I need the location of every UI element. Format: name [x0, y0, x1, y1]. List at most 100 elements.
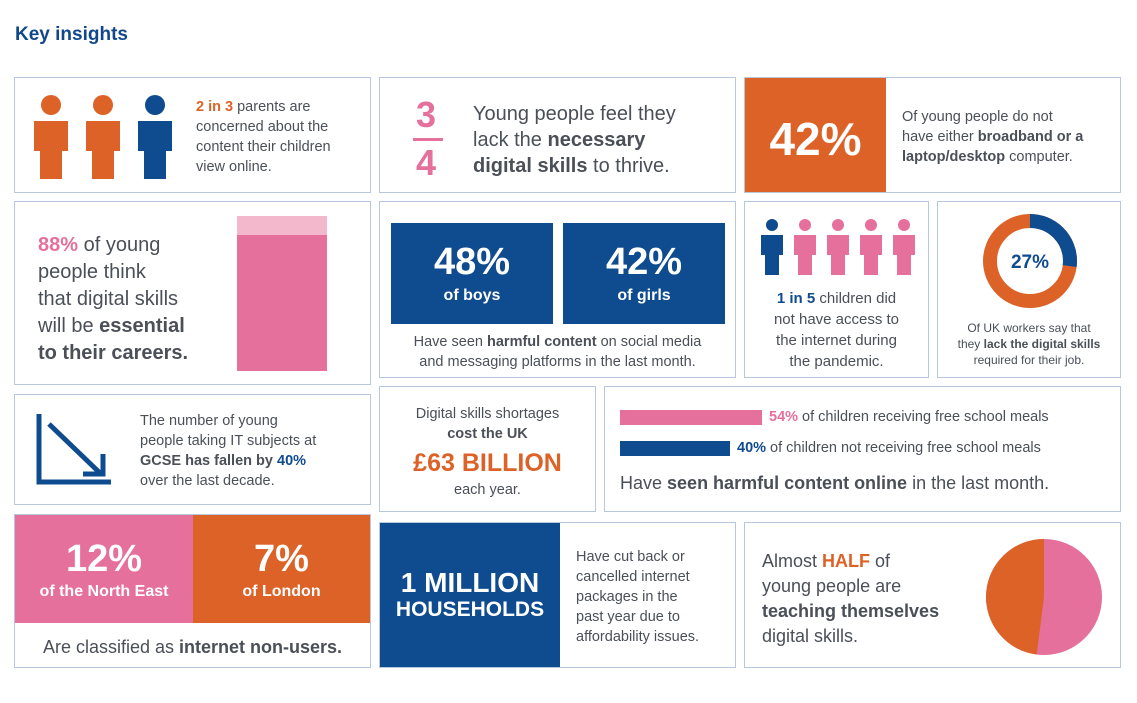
skills-line3a: digital skills — [473, 155, 588, 177]
north-east-block: 12% of the North East — [15, 515, 193, 623]
parents-text-a: parents are — [233, 99, 311, 115]
workers-line2a: they — [957, 337, 984, 351]
meals-bar-receiving — [620, 410, 762, 425]
fraction-denominator: 4 — [416, 142, 437, 183]
broadband-text: Of young people do not have either broad… — [902, 107, 1083, 167]
skills-card: 3 4 Young people feel they lack the nece… — [379, 77, 736, 193]
harmful-line1c: on social media — [596, 334, 702, 350]
meals-caption-b: seen harmful content online — [667, 473, 908, 493]
pandemic-line3: the internet during — [776, 332, 897, 349]
girls-label: of girls — [617, 287, 671, 304]
parents-text-b: concerned about the — [196, 119, 329, 135]
skills-line2b: necessary — [547, 129, 646, 151]
london-stat: 7% — [254, 538, 309, 580]
non-users-caption: Are classified as internet non-users. — [15, 635, 370, 659]
person-icon-pink — [827, 219, 849, 275]
workers-donut-chart: 27% — [983, 214, 1077, 308]
non-users-card: 12% of the North East 7% of London Are c… — [14, 514, 371, 668]
broadband-line3a: laptop/desktop — [902, 149, 1006, 165]
broadband-line1: Of young people do not — [902, 109, 1053, 125]
meals-label-receiving: 54% of children receiving free school me… — [769, 407, 1049, 427]
gcse-line1: The number of young — [140, 413, 278, 429]
non-users-caption-a: Are classified as — [42, 637, 180, 657]
person-icon-pink — [794, 219, 816, 275]
boys-stat: 48% — [433, 241, 511, 283]
person-icon-navy — [761, 219, 783, 275]
harmful-social-caption: Have seen harmful content on social medi… — [380, 332, 735, 372]
cost-line2: cost the UK — [447, 426, 528, 442]
gcse-line4: over the last decade. — [140, 473, 275, 489]
person-icon-orange — [86, 95, 120, 179]
gcse-line3a: GCSE has fallen by — [140, 453, 277, 469]
pandemic-line2: not have access to — [773, 311, 900, 328]
parents-stat: 2 in 3 — [196, 99, 234, 115]
person-icon-navy — [138, 95, 172, 179]
careers-line2: people think — [38, 261, 146, 283]
non-users-caption-b: internet non-users. — [179, 637, 343, 657]
girls-stat: 42% — [605, 241, 683, 283]
broadband-stat: 42% — [769, 113, 862, 165]
self-taught-line4: digital skills. — [762, 626, 859, 646]
self-taught-line1c: of — [870, 551, 891, 571]
parents-text-c: content their children — [196, 139, 331, 155]
careers-line4b: essential — [99, 315, 185, 337]
pandemic-text: 1 in 5 children did not have access to t… — [745, 288, 928, 372]
cost-text: Digital skills shortages cost the UK £63… — [380, 404, 595, 500]
broadband-line2b: broadband or a — [977, 129, 1084, 145]
broadband-card: 42% Of young people do not have either b… — [744, 77, 1121, 193]
self-taught-text: Almost HALF of young people are teaching… — [762, 549, 939, 649]
harmful-line1b: harmful content — [487, 334, 597, 350]
self-taught-pie-chart — [985, 539, 1102, 655]
harmful-line1a: Have seen — [413, 334, 487, 350]
gcse-card: The number of young people taking IT sub… — [14, 394, 371, 505]
careers-stat: 88% — [38, 234, 79, 256]
households-line5: affordability issues. — [576, 629, 700, 645]
meals-caption: Have seen harmful content online in the … — [620, 471, 1049, 495]
meals-label-not-receiving: 40% of children not receiving free schoo… — [737, 438, 1041, 458]
workers-stat: 27% — [1011, 252, 1049, 273]
self-taught-line2: young people are — [762, 576, 902, 596]
london-label: of London — [242, 583, 321, 600]
households-line3: packages in the — [576, 589, 678, 605]
households-stat-block: 1 MILLION HOUSEHOLDS — [380, 523, 560, 667]
person-icon-pink — [860, 219, 882, 275]
self-taught-line3: teaching themselves — [762, 601, 940, 621]
boys-block: 48% of boys — [391, 223, 553, 324]
broadband-stat-block: 42% — [745, 78, 886, 192]
households-line1: Have cut back or — [576, 549, 685, 565]
boys-label: of boys — [443, 287, 501, 304]
meals-bar-not-receiving — [620, 441, 730, 456]
cost-stat: £63 BILLION — [413, 449, 562, 477]
north-east-stat: 12% — [65, 538, 143, 580]
households-line2: cancelled internet — [576, 569, 690, 585]
gcse-line3b: 40% — [277, 453, 307, 469]
careers-line5: to their careers. — [38, 342, 189, 364]
meals-stat-receiving: 54% — [769, 409, 799, 425]
skills-text: Young people feel they lack the necessar… — [473, 101, 676, 179]
meals-caption-a: Have — [620, 473, 668, 493]
meals-text-not-receiving: of children not receiving free school me… — [766, 440, 1041, 456]
careers-text: 88% of young people think that digital s… — [38, 232, 188, 367]
donut-value-arc — [983, 214, 1077, 308]
person-icon-orange — [34, 95, 68, 179]
workers-line1: Of UK workers say that — [967, 321, 1091, 335]
skills-line1: Young people feel they — [473, 103, 676, 125]
careers-line3: that digital skills — [38, 288, 179, 310]
careers-card: 88% of young people think that digital s… — [14, 201, 371, 385]
harmful-line2: and messaging platforms in the last mont… — [419, 354, 696, 370]
gcse-text: The number of young people taking IT sub… — [140, 411, 316, 491]
pandemic-line4: the pandemic. — [789, 353, 884, 370]
pie-slice-teaching-themselves — [985, 539, 1044, 655]
cost-line1: Digital skills shortages — [415, 406, 560, 422]
harmful-social-card: 48% of boys 42% of girls Have seen harmf… — [379, 201, 736, 378]
pandemic-icons — [760, 219, 920, 275]
gcse-line2: people taking IT subjects at — [140, 433, 317, 449]
meals-text-receiving: of children receiving free school meals — [798, 409, 1049, 425]
households-stat-line2: HOUSEHOLDS — [395, 598, 545, 621]
households-stat-line1: 1 MILLION — [400, 567, 540, 598]
meals-caption-c: in the last month. — [907, 473, 1050, 493]
skills-line3b: to thrive. — [587, 155, 670, 177]
meals-stat-not-receiving: 40% — [737, 440, 767, 456]
pandemic-card: 1 in 5 children did not have access to t… — [744, 201, 929, 378]
households-text: Have cut back or cancelled internet pack… — [576, 547, 699, 647]
